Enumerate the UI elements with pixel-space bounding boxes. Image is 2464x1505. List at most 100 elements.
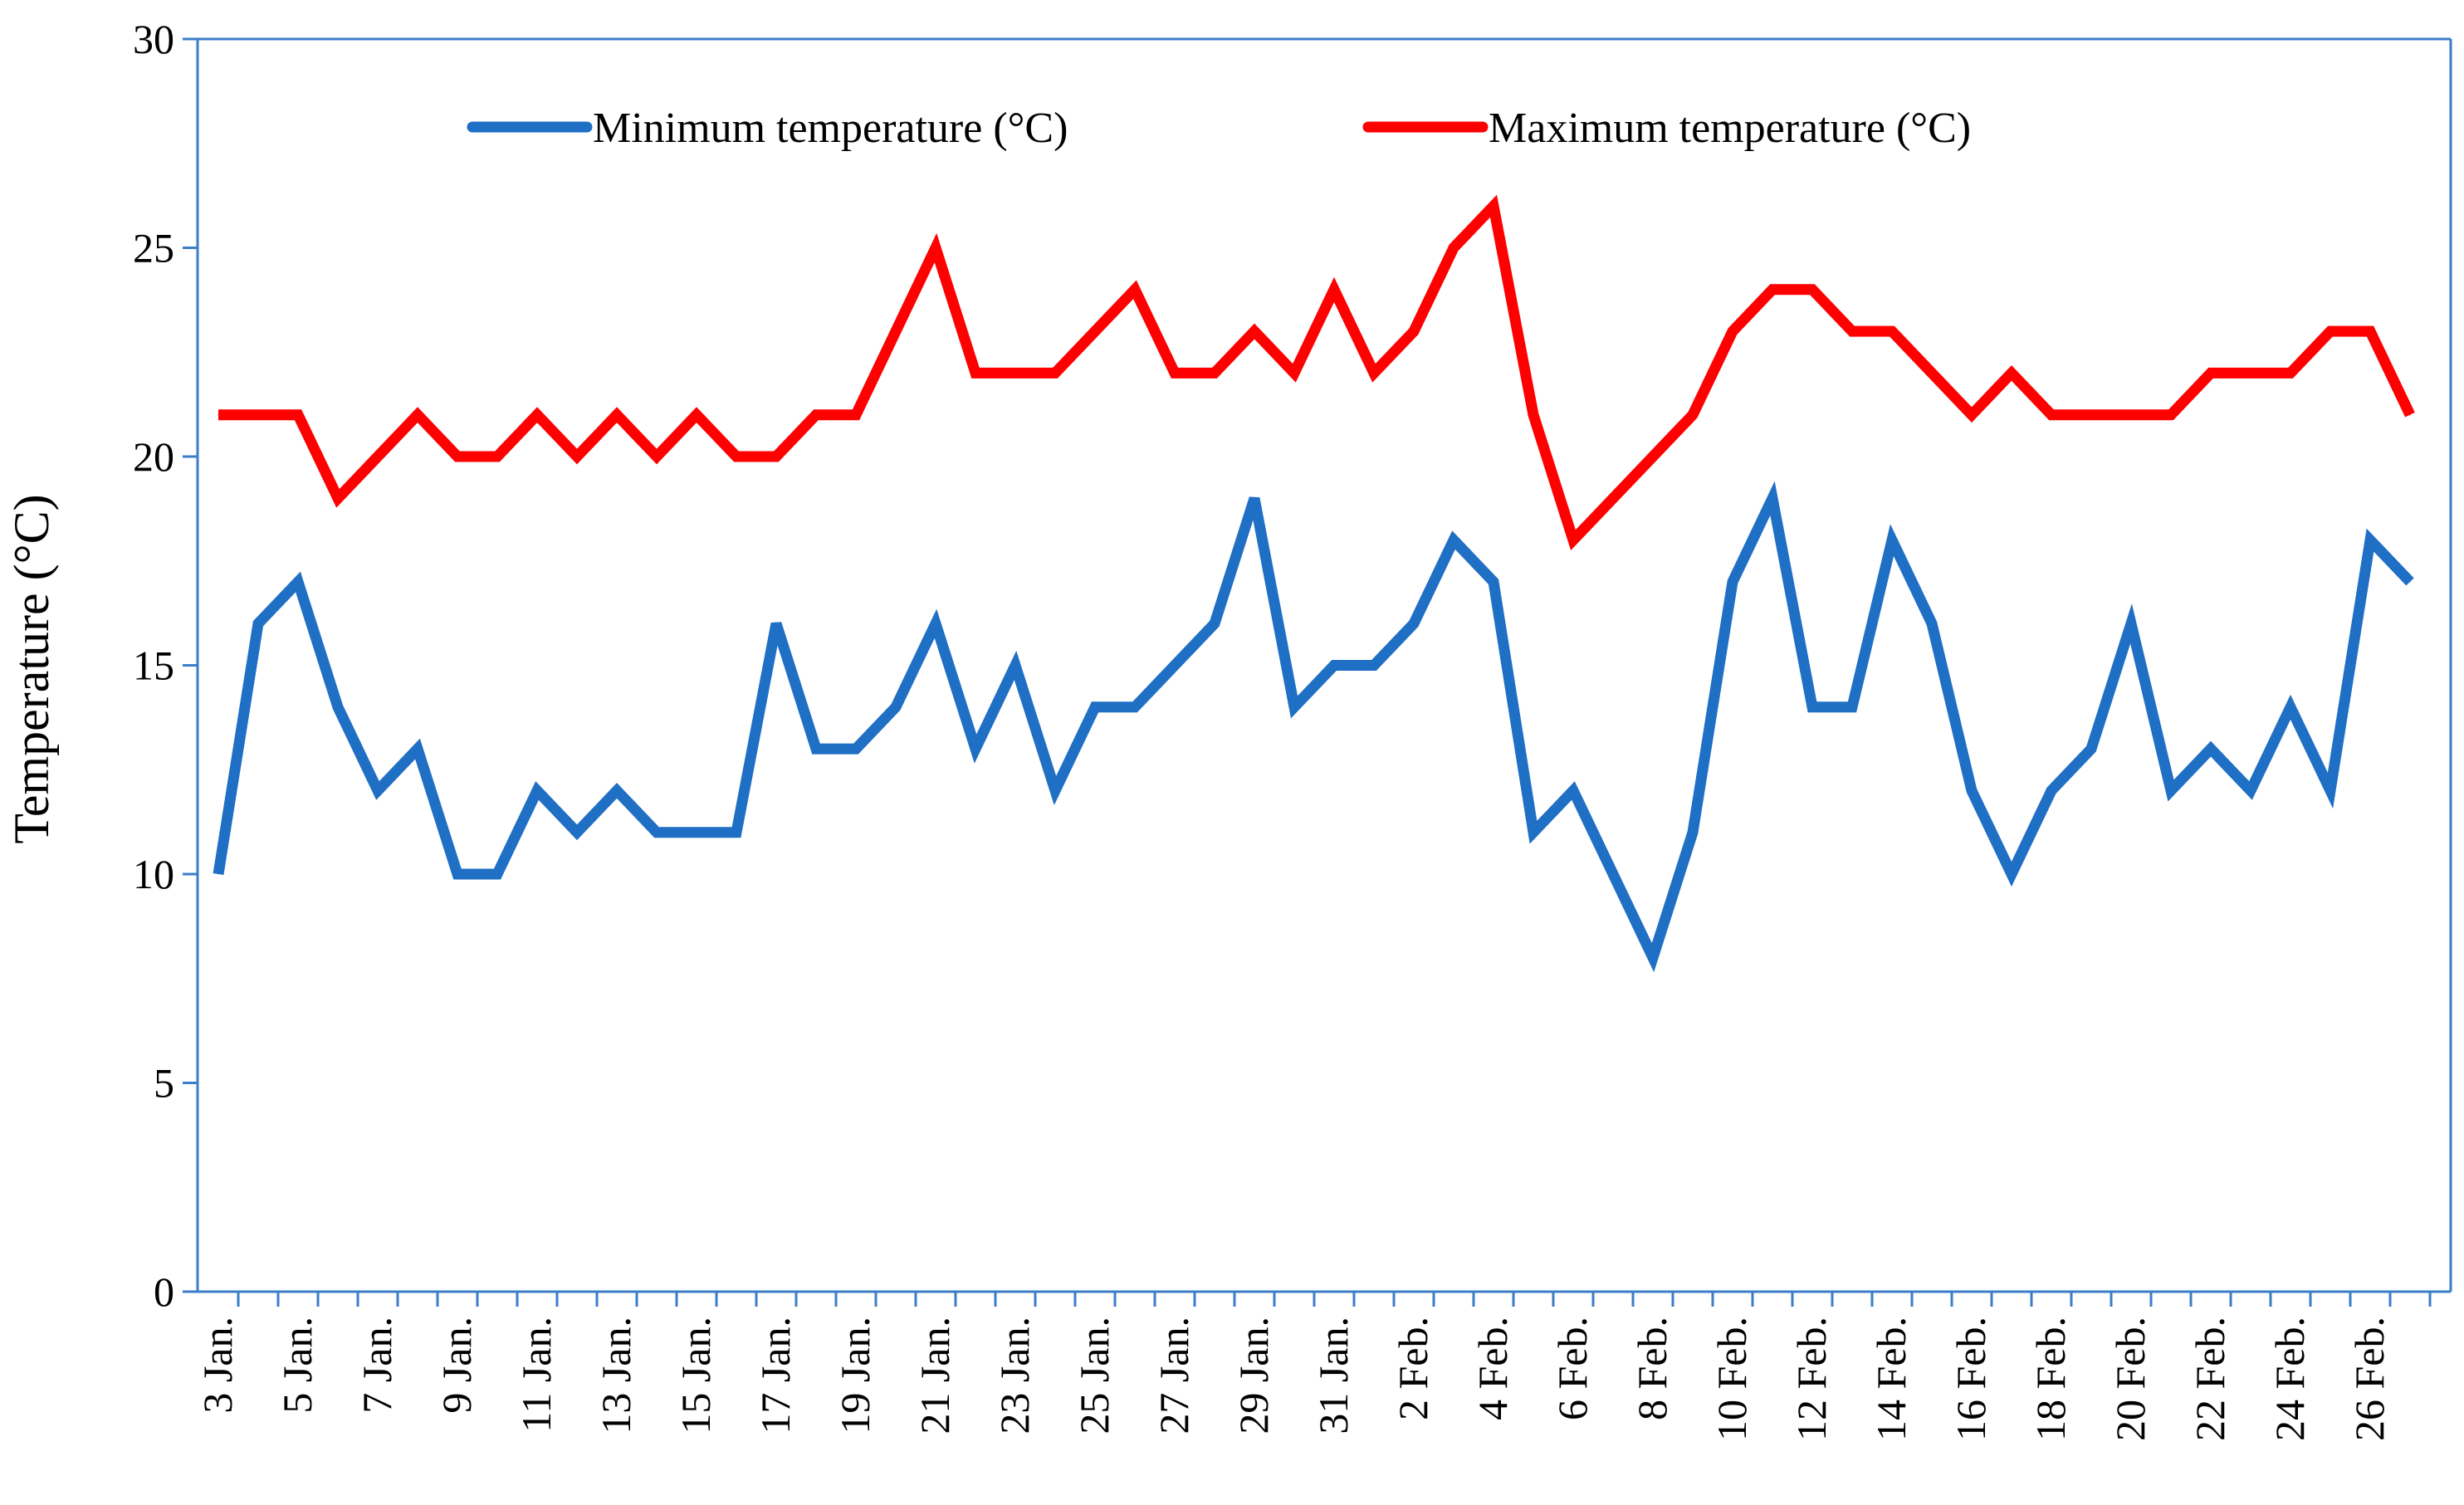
x-tick-label: 4 Feb. [1469, 1317, 1516, 1420]
x-tick-label: 3 Jan. [194, 1317, 241, 1414]
axes-layer: 0 5 10 15 20 25 30 3 Jan. 5 Jan. 7 Jan. 9 Jan. 11 J… [133, 16, 2452, 1441]
data-point [297, 581, 299, 583]
x-tick-label: 31 Jan. [1310, 1317, 1357, 1434]
data-point [1891, 330, 1893, 332]
data-point [1094, 330, 1096, 332]
data-point [536, 414, 538, 416]
data-point [1293, 372, 1295, 374]
data-point [1333, 665, 1335, 666]
x-tick-label: 17 Jan. [752, 1317, 799, 1434]
data-point [855, 414, 857, 416]
data-point [1054, 789, 1056, 791]
data-point [496, 873, 498, 875]
x-tick-label: 14 Feb. [1868, 1317, 1914, 1441]
data-point [576, 832, 578, 833]
data-point [1931, 372, 1933, 374]
y-tick-label: 25 [133, 225, 174, 271]
data-point [1254, 497, 1255, 499]
y-tick-label: 5 [154, 1060, 174, 1107]
x-tick-label: 19 Jan. [832, 1317, 878, 1434]
data-point [2051, 789, 2052, 791]
data-point [1811, 706, 1813, 708]
x-tick-label: 8 Feb. [1629, 1317, 1675, 1420]
data-point [1413, 330, 1415, 332]
data-point [2130, 623, 2132, 624]
x-tick-label: 13 Jan. [593, 1317, 639, 1434]
x-tick-label: 27 Jan. [1151, 1317, 1197, 1434]
data-point [815, 414, 817, 416]
legend-label: Minimum temperature (°C) [593, 105, 1068, 152]
x-tick-label: 16 Feb. [1948, 1317, 1994, 1441]
data-point [2051, 414, 2052, 416]
x-tick-label: 20 Feb. [2107, 1317, 2154, 1441]
data-point [218, 873, 219, 875]
x-tick-label: 26 Feb. [2346, 1317, 2393, 1441]
data-point [2170, 789, 2172, 791]
x-tick-label: 24 Feb. [2266, 1317, 2313, 1441]
data-point [1572, 789, 1574, 791]
data-point [2290, 372, 2291, 374]
data-point [895, 330, 897, 332]
y-tick-label: 10 [133, 851, 174, 897]
x-tick-label: 25 Jan. [1071, 1317, 1117, 1434]
data-point [1373, 665, 1375, 666]
data-point [1533, 832, 1534, 833]
x-tick-label: 9 Jan. [433, 1317, 480, 1414]
data-point [218, 414, 219, 416]
x-tick-label: 6 Feb. [1549, 1317, 1596, 1420]
legend: Minimum temperature (°C) Maximum temperat… [467, 105, 1971, 152]
data-point [377, 789, 379, 791]
x-tick-label: 10 Feb. [1709, 1317, 1755, 1441]
data-point [1931, 623, 1933, 624]
data-point [2409, 414, 2411, 416]
x-tick-label: 21 Jan. [912, 1317, 958, 1434]
data-point [257, 623, 259, 624]
data-point [2170, 414, 2172, 416]
series-line-minimum [213, 481, 2414, 973]
y-tick-label: 30 [133, 16, 174, 62]
y-tick-label: 15 [133, 643, 174, 689]
data-point [2290, 706, 2291, 708]
data-point [2090, 414, 2092, 416]
data-point [1373, 372, 1375, 374]
data-point [1851, 330, 1853, 332]
y-tick-label: 0 [154, 1268, 174, 1315]
data-point [975, 372, 976, 374]
data-point [2130, 414, 2132, 416]
x-tick-label: 18 Feb. [2027, 1317, 2074, 1441]
x-tick-label: 12 Feb. [1788, 1317, 1835, 1441]
data-point [1692, 832, 1694, 833]
series-line-maximum [218, 194, 2415, 551]
data-point [855, 748, 857, 750]
data-point [1612, 873, 1614, 875]
data-point [1533, 414, 1534, 416]
data-point [2210, 372, 2212, 374]
data-point [1413, 623, 1415, 624]
x-tick-label: 5 Jan. [274, 1317, 320, 1414]
data-point [1772, 289, 1773, 291]
data-point [656, 832, 658, 833]
x-tick-label: 29 Jan. [1230, 1317, 1277, 1434]
data-point [1333, 289, 1335, 291]
x-tick-label: 22 Feb. [2187, 1317, 2233, 1441]
data-point [815, 748, 817, 750]
data-point [1612, 497, 1614, 499]
data-point [1014, 665, 1016, 666]
data-point [2090, 748, 2092, 750]
data-point [1293, 706, 1295, 708]
data-point [1134, 706, 1136, 708]
data-point [616, 414, 618, 416]
data-point [337, 706, 339, 708]
y-axis-title: Temperature (°C) [4, 494, 59, 843]
data-point [1652, 957, 1654, 959]
data-point [775, 623, 777, 624]
data-point [1014, 372, 1016, 374]
data-point [297, 414, 299, 416]
data-point [1971, 789, 1973, 791]
x-tick-label: 23 Jan. [991, 1317, 1038, 1434]
data-point [895, 706, 897, 708]
data-point [1692, 414, 1694, 416]
data-point [1254, 330, 1255, 332]
data-point [1054, 372, 1056, 374]
